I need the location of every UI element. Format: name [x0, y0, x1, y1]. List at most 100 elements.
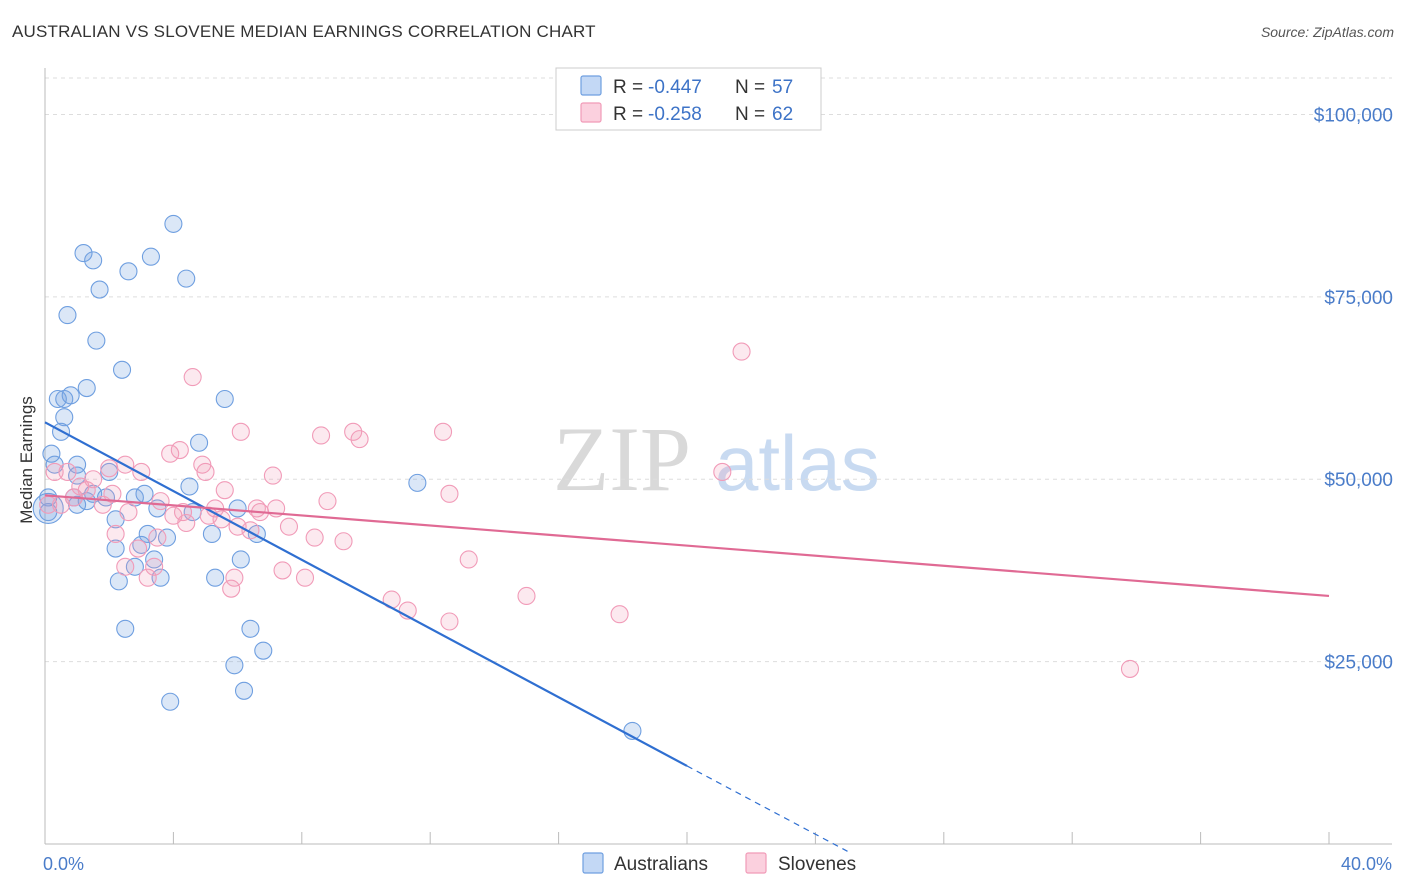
slovenes-point: [173, 503, 193, 522]
slovenes-point: [215, 481, 234, 500]
slovenes-point: [713, 462, 732, 481]
legend-n-label-1: N =: [735, 77, 765, 98]
legend-n-value-2: 62: [772, 104, 793, 125]
slovenes-point: [129, 539, 148, 558]
slovenes-point: [263, 466, 282, 485]
series-legend-label-australians: Australians: [614, 854, 708, 875]
australians-point: [180, 477, 199, 496]
legend-r-label-1: R =: [613, 77, 643, 98]
slovenes-point: [196, 462, 215, 481]
legend-r-value-2: -0.258: [648, 104, 702, 125]
australians-point: [61, 386, 80, 405]
slovenes-point: [440, 612, 459, 631]
australians-point: [141, 247, 160, 266]
slovenes-point: [334, 532, 353, 551]
legend-swatch-slovenes: [580, 102, 602, 123]
slovenes-point: [318, 492, 337, 511]
x-tick-label-max: 40.0%: [1341, 854, 1392, 874]
slovenes-point: [58, 462, 77, 481]
legend-r-value-1: -0.447: [648, 77, 702, 98]
australians-point: [119, 262, 138, 281]
slovenes-point: [295, 568, 315, 587]
y-tick-label: $75,000: [1324, 288, 1393, 309]
y-tick-label: $25,000: [1324, 653, 1393, 674]
trend-lines: [44, 421, 1330, 852]
australians-point: [145, 550, 164, 569]
australians-point: [90, 280, 109, 299]
slovenes-points: [39, 342, 1140, 678]
australians-point: [202, 524, 221, 544]
slovenes-point: [103, 484, 122, 503]
slovenes-point: [273, 561, 292, 580]
legend-swatch-australians: [580, 75, 602, 96]
series-legend: Australians Slovenes: [582, 852, 856, 875]
slovenes-point: [106, 524, 125, 544]
australians-trend-line: [44, 421, 688, 767]
australians-point: [74, 244, 93, 263]
y-axis-label: Median Earnings: [17, 396, 36, 524]
australians-point: [84, 251, 103, 270]
watermark-atlas: atlas: [715, 419, 880, 507]
watermark: ZIP atlas: [553, 408, 880, 510]
australians-point: [161, 692, 180, 711]
y-tick-labels: $25,000 $50,000 $75,000 $100,000: [1314, 105, 1393, 673]
legend-n-label-2: N =: [735, 104, 765, 125]
slovenes-point: [312, 426, 331, 445]
series-legend-swatch-australians: [582, 852, 604, 874]
slovenes-point: [138, 568, 157, 587]
slovenes-point: [231, 422, 250, 441]
slovenes-point: [1120, 659, 1140, 678]
slovenes-point: [610, 605, 629, 624]
australians-point: [42, 444, 61, 463]
slovenes-point: [145, 557, 164, 576]
slovenes-point: [459, 550, 478, 569]
slovenes-point: [350, 430, 369, 449]
australians-point: [106, 539, 125, 558]
x-tick-label-min: 0.0%: [43, 854, 84, 874]
australians-point: [206, 568, 225, 587]
slovenes-point: [279, 517, 299, 536]
australians-point: [116, 619, 135, 638]
australians-point: [228, 499, 247, 518]
gridlines: [45, 77, 1392, 663]
legend-r-label-2: R =: [613, 104, 643, 125]
slovenes-point: [148, 528, 167, 547]
australians-point: [164, 214, 183, 233]
slovenes-point: [433, 422, 453, 441]
slovenes-point: [440, 484, 459, 503]
australians-point: [125, 557, 144, 576]
australians-point: [190, 433, 209, 452]
australians-point: [58, 306, 77, 325]
chart-source: Source: ZipAtlas.com: [1260, 24, 1394, 40]
slovenes-point: [732, 342, 751, 361]
australians-point: [241, 619, 260, 638]
slovenes-point: [45, 462, 64, 481]
australians-points: [32, 214, 642, 740]
australians-point: [231, 550, 250, 569]
chart-title: AUSTRALIAN VS SLOVENE MEDIAN EARNINGS CO…: [12, 22, 596, 41]
slovenes-point: [116, 557, 135, 576]
australians-trend-extension: [686, 765, 848, 852]
y-tick-label: $50,000: [1324, 470, 1393, 491]
slovenes-point: [119, 503, 138, 522]
australians-point: [135, 484, 154, 503]
slovenes-point: [517, 586, 536, 606]
x-tick-marks: [44, 832, 1330, 844]
australians-point: [157, 528, 177, 547]
australians-point: [138, 524, 157, 544]
australians-point: [112, 360, 132, 379]
slovenes-point: [161, 444, 180, 463]
australians-point: [408, 473, 427, 492]
australians-point: [151, 568, 170, 587]
y-tick-label: $100,000: [1314, 105, 1393, 126]
correlation-legend: R = -0.447 N = 57 R = -0.258 N = 62: [555, 67, 822, 131]
australians-point: [225, 656, 244, 675]
australians-point: [215, 389, 234, 409]
slovenes-point: [222, 579, 241, 598]
slovenes-point: [177, 513, 196, 533]
australians-point: [77, 378, 96, 398]
watermark-zip: ZIP: [553, 408, 691, 510]
australians-point: [87, 331, 106, 350]
slovenes-point: [225, 568, 244, 587]
